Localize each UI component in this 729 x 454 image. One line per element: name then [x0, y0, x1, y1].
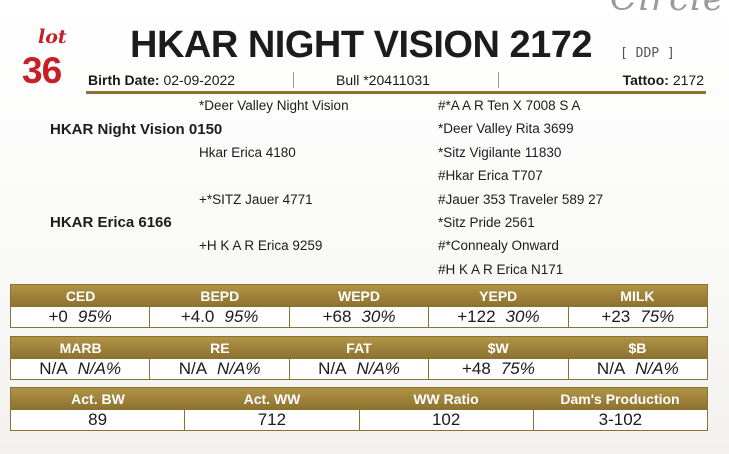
divider — [498, 72, 499, 88]
info-bar: Birth Date: 02-09-2022 Bull *20411031 Ta… — [86, 70, 706, 94]
birth-date: Birth Date: 02-09-2022 — [88, 72, 235, 88]
epd-value: N/A — [318, 359, 347, 378]
lot-label: lot — [38, 26, 67, 48]
epd-cell-fat: N/A N/A% — [288, 359, 428, 379]
epd-accuracy: N/A% — [77, 359, 122, 378]
pedigree-sire-dam: Hkar Erica 4180 — [199, 145, 296, 160]
actual-data-table: Act. BW Act. WW WW Ratio Dam's Productio… — [10, 387, 708, 431]
epd-cell-bepd: +4.0 95% — [149, 307, 288, 327]
header-ww-ratio: WW Ratio — [413, 391, 479, 407]
epd-table-header: CED BEPD WEPD YEPD MILK — [11, 285, 707, 307]
epd-cell-ced: +0 95% — [11, 307, 149, 327]
epd-value: N/A — [178, 359, 208, 378]
pedigree-ggp: #Jauer 353 Traveler 589 27 — [438, 192, 604, 207]
epd-cell-wepd: +68 30% — [288, 307, 428, 327]
tattoo-value: 2172 — [672, 72, 704, 88]
actual-table-row: 89 712 102 3-102 — [11, 410, 707, 430]
epd-accuracy: N/A% — [356, 359, 400, 378]
epd-value: +4.0 — [180, 307, 215, 326]
epd-accuracy: 75% — [500, 359, 535, 378]
animal-name-title: HKAR NIGHT VISION 2172 — [130, 24, 593, 66]
epd-header-milk: MILK — [620, 288, 655, 304]
epd-header-b-index: $B — [628, 340, 647, 356]
actual-table-header: Act. BW Act. WW WW Ratio Dam's Productio… — [11, 388, 707, 410]
pedigree-ggp: *Sitz Pride 2561 — [438, 215, 535, 230]
pedigree-dam: HKAR Erica 6166 — [50, 214, 172, 231]
epd-value: +122 — [457, 307, 496, 326]
epd-table-carcass: MARB RE FAT $W $B N/A N/A% N/A N/A% N/A N/A… — [10, 336, 708, 380]
epd-cell-b-index: N/A N/A% — [567, 359, 707, 379]
epd-accuracy: 95% — [77, 307, 112, 326]
epd-header-bepd: BEPD — [200, 288, 240, 304]
pedigree-ggp: #H K A R Erica N171 — [438, 262, 564, 277]
decorative-script-logo: Circle — [610, 0, 725, 19]
pedigree-sire-sire: *Deer Valley Night Vision — [199, 98, 349, 113]
pedigree-dam-dam: +H K A R Erica 9259 — [199, 238, 323, 253]
epd-cell-milk: +23 75% — [567, 307, 707, 327]
epd-header-fat: FAT — [346, 340, 372, 356]
header-actual-ww: Act. WW — [243, 391, 301, 407]
epd-header-yepd: YEPD — [479, 288, 518, 304]
ww-ratio-value: 102 — [358, 410, 533, 430]
epd-cell-yepd: +122 30% — [428, 307, 567, 327]
epd-accuracy: N/A% — [217, 359, 261, 378]
epd-cell-w-index: +48 75% — [428, 359, 567, 379]
birth-date-label: Birth Date: — [88, 72, 160, 88]
pedigree-ggp: #Hkar Erica T707 — [438, 168, 543, 183]
epd-cell-marb: N/A N/A% — [11, 359, 149, 379]
pedigree-ggp: #*A A R Ten X 7008 S A — [438, 98, 581, 113]
registration-number: Bull *20411031 — [336, 72, 430, 88]
epd-value: +48 — [461, 359, 491, 378]
header-actual-bw: Act. BW — [71, 391, 125, 407]
epd-accuracy: 30% — [505, 307, 540, 326]
pedigree-ggp: *Sitz Vigilante 11830 — [438, 145, 562, 160]
epd-value: N/A — [39, 359, 68, 378]
epd-value: +0 — [48, 307, 68, 326]
epd-cell-re: N/A N/A% — [149, 359, 288, 379]
pedigree-ggp: *Deer Valley Rita 3699 — [438, 121, 574, 136]
birth-date-value: 02-09-2022 — [163, 72, 236, 88]
epd-accuracy: N/A% — [635, 359, 679, 378]
pedigree-ggp: #*Connealy Onward — [438, 238, 559, 253]
epd-accuracy: 30% — [361, 307, 396, 326]
epd-table-header: MARB RE FAT $W $B — [11, 337, 707, 359]
pedigree-sire: HKAR Night Vision 0150 — [50, 121, 223, 138]
epd-accuracy: 95% — [224, 307, 259, 326]
epd-header-marb: MARB — [59, 340, 102, 356]
epd-header-w-index: $W — [487, 340, 509, 356]
dams-production-value: 3-102 — [532, 410, 707, 430]
actual-ww-value: 712 — [184, 410, 358, 430]
epd-header-re: RE — [210, 340, 230, 356]
epd-table-row: N/A N/A% N/A N/A% N/A N/A% +48 75% N/A N/A% — [11, 359, 707, 379]
tattoo: Tattoo: 2172 — [623, 72, 704, 88]
epd-accuracy: 75% — [640, 307, 675, 326]
epd-table-row: +0 95% +4.0 95% +68 30% +122 30% +23 75% — [11, 307, 707, 327]
epd-value: N/A — [596, 359, 626, 378]
epd-value: +23 — [601, 307, 631, 326]
divider — [293, 72, 294, 88]
epd-header-wepd: WEPD — [338, 288, 380, 304]
pedigree-dam-sire: +*SITZ Jauer 4771 — [199, 192, 313, 207]
epd-table-growth: CED BEPD WEPD YEPD MILK +0 95% +4.0 95% +6… — [10, 284, 708, 328]
tattoo-label: Tattoo: — [622, 72, 669, 88]
header-dams-production: Dam's Production — [560, 391, 680, 407]
genetic-status-tag: [ DDP ] — [620, 46, 675, 61]
epd-value: +68 — [322, 307, 352, 326]
epd-header-ced: CED — [65, 288, 96, 304]
lot-number: 36 — [22, 50, 62, 91]
actual-bw-value: 89 — [88, 410, 108, 429]
